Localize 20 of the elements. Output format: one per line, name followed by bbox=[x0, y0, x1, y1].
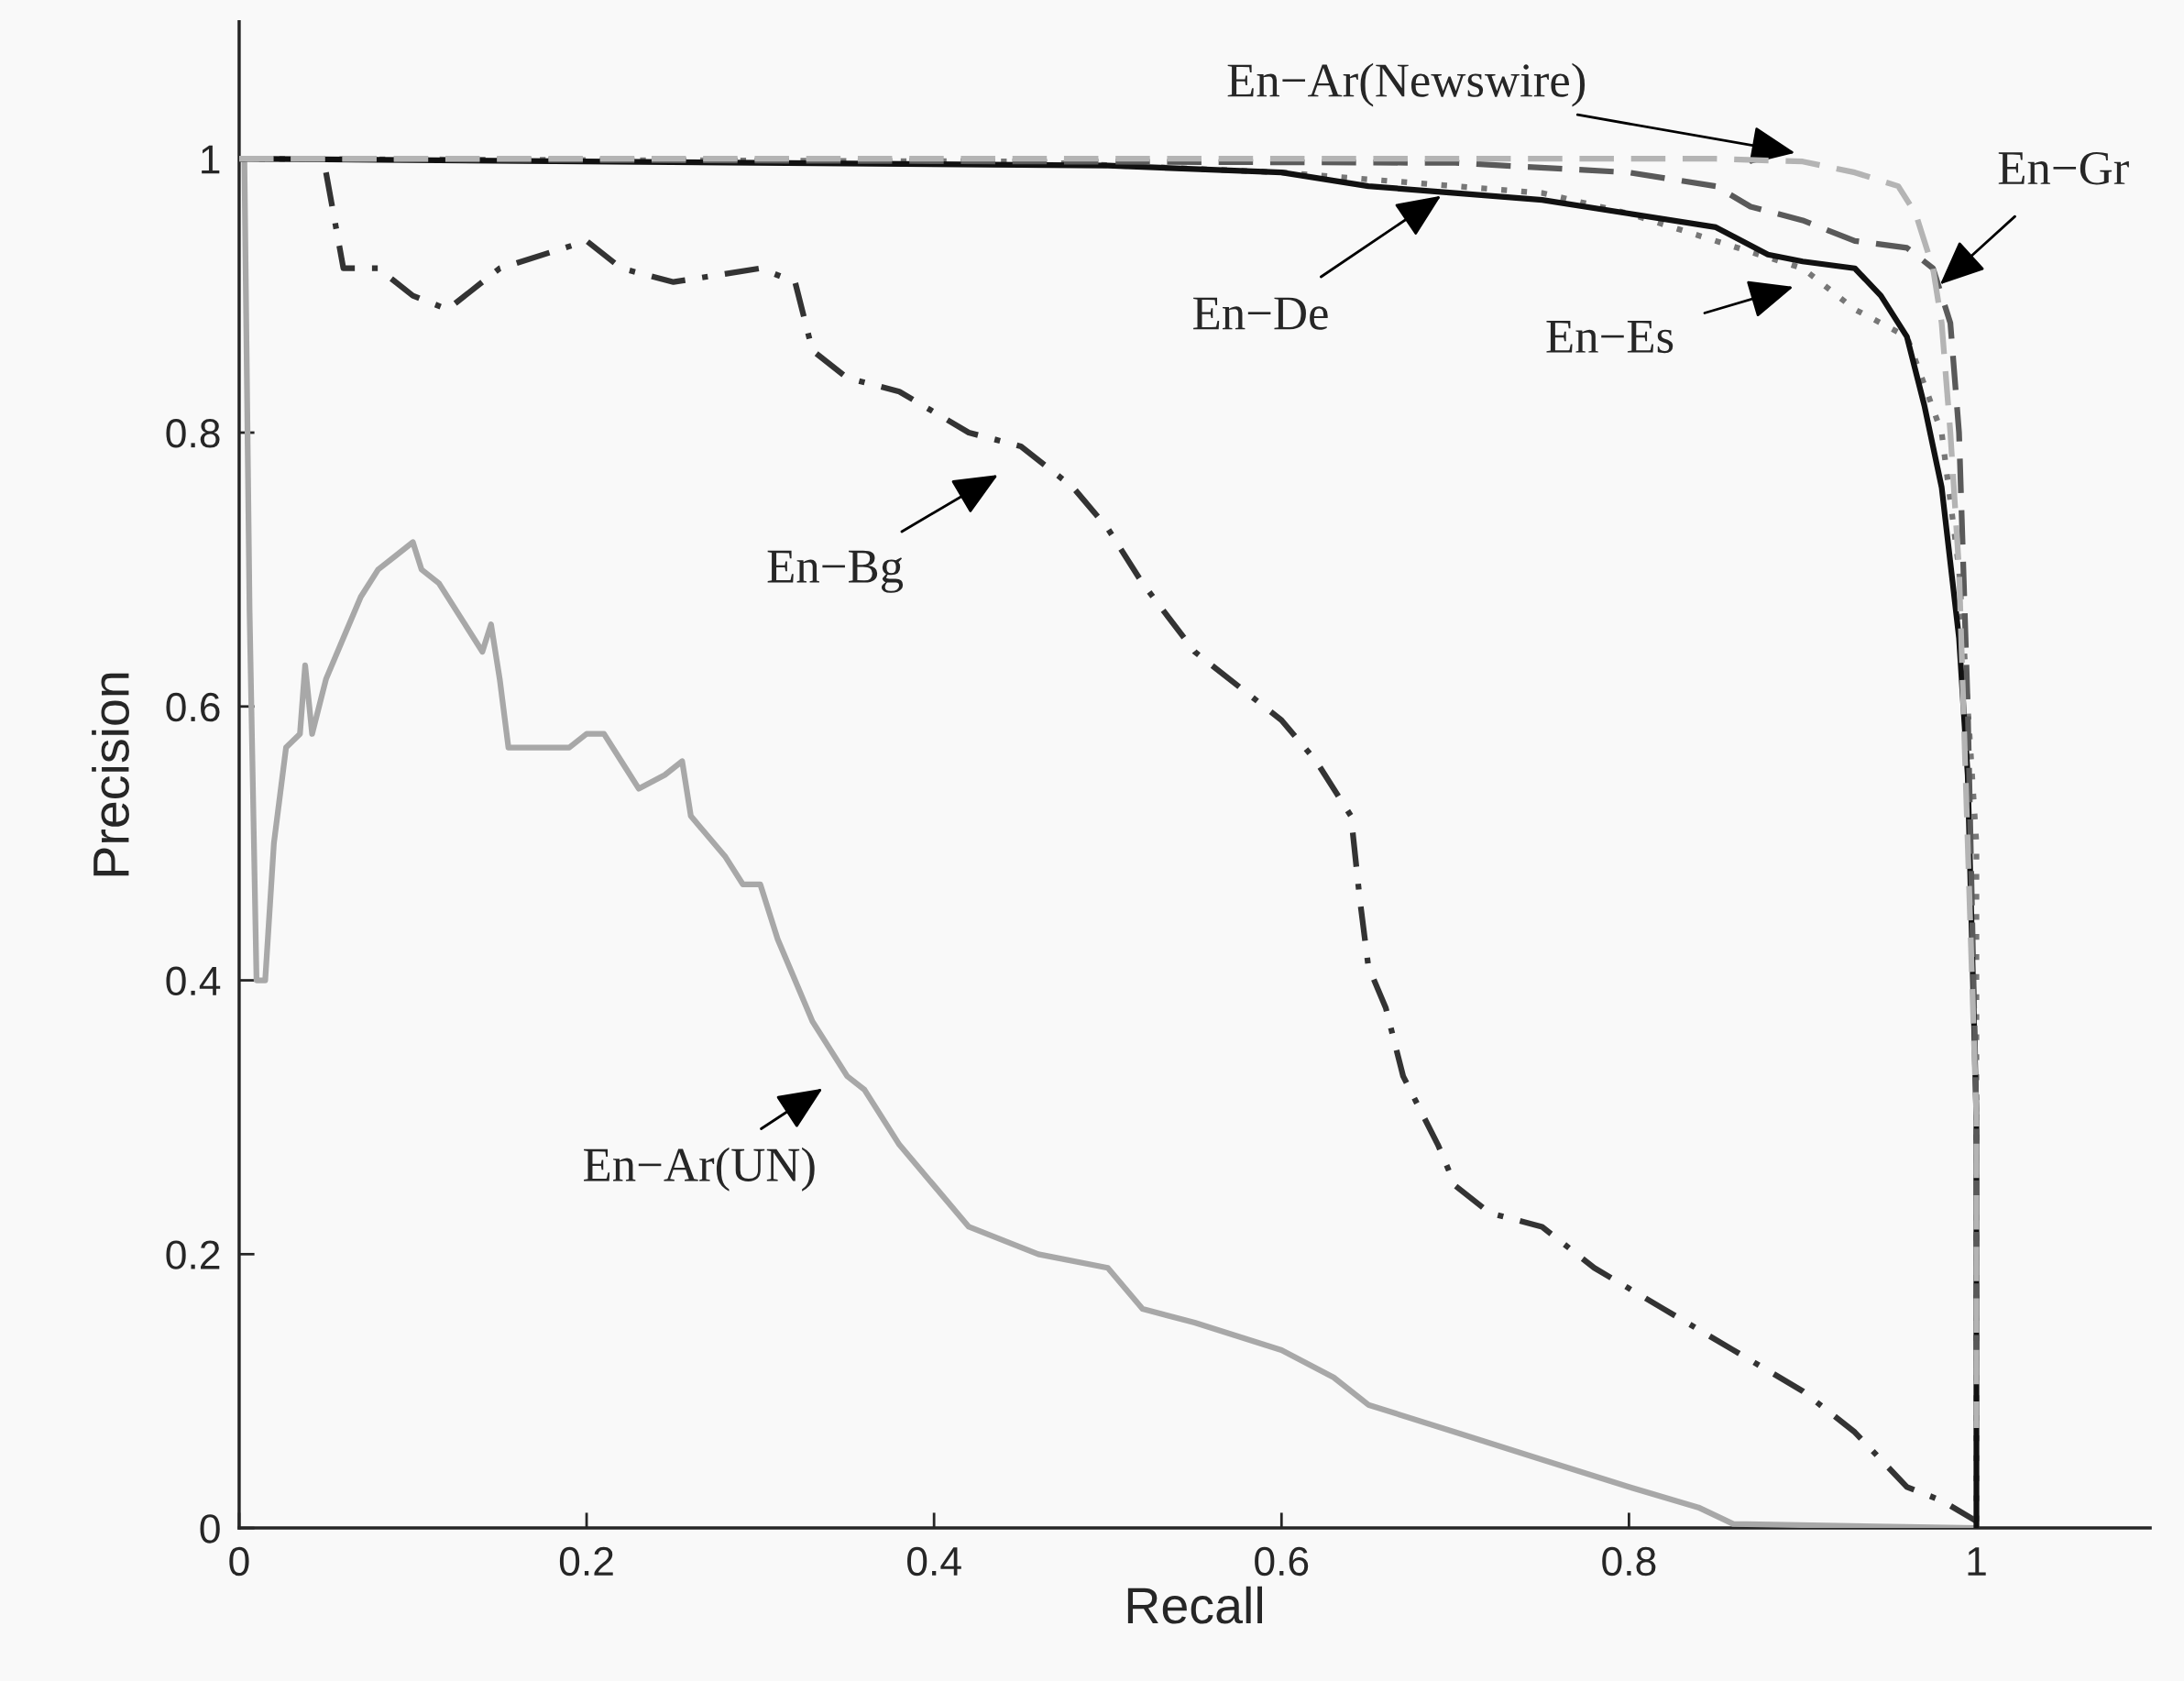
text: En−De bbox=[1193, 297, 1328, 330]
series-label: En−Es bbox=[1546, 321, 1674, 354]
series-label: En−Ar(UN) bbox=[584, 1147, 815, 1192]
y-tick-label: 0.4 bbox=[166, 966, 221, 996]
series-label: En−Ar(Newswire) bbox=[1227, 62, 1586, 107]
text: En−Bg bbox=[767, 550, 904, 593]
y-tick-label: 1 bbox=[202, 145, 220, 174]
y-tick-label: 0.8 bbox=[166, 419, 220, 448]
x-tick-label: 0.4 bbox=[907, 1546, 961, 1577]
x-tick-label: 0 bbox=[229, 1546, 249, 1577]
y-tick-label: 0.2 bbox=[166, 1240, 220, 1269]
y-tick-label: 0 bbox=[200, 1514, 220, 1544]
x-tick-label: 0.6 bbox=[1255, 1546, 1309, 1577]
y-axis-title: Precision bbox=[92, 673, 129, 876]
x-tick-label: 1 bbox=[1968, 1547, 1986, 1576]
x-axis-title: Recall bbox=[1127, 1586, 1262, 1624]
text: En−Gr bbox=[1998, 151, 2129, 185]
y-tick-label: 0.6 bbox=[166, 692, 220, 722]
x-tick-label: 0.8 bbox=[1602, 1546, 1656, 1577]
x-tick-label: 0.2 bbox=[559, 1546, 613, 1577]
